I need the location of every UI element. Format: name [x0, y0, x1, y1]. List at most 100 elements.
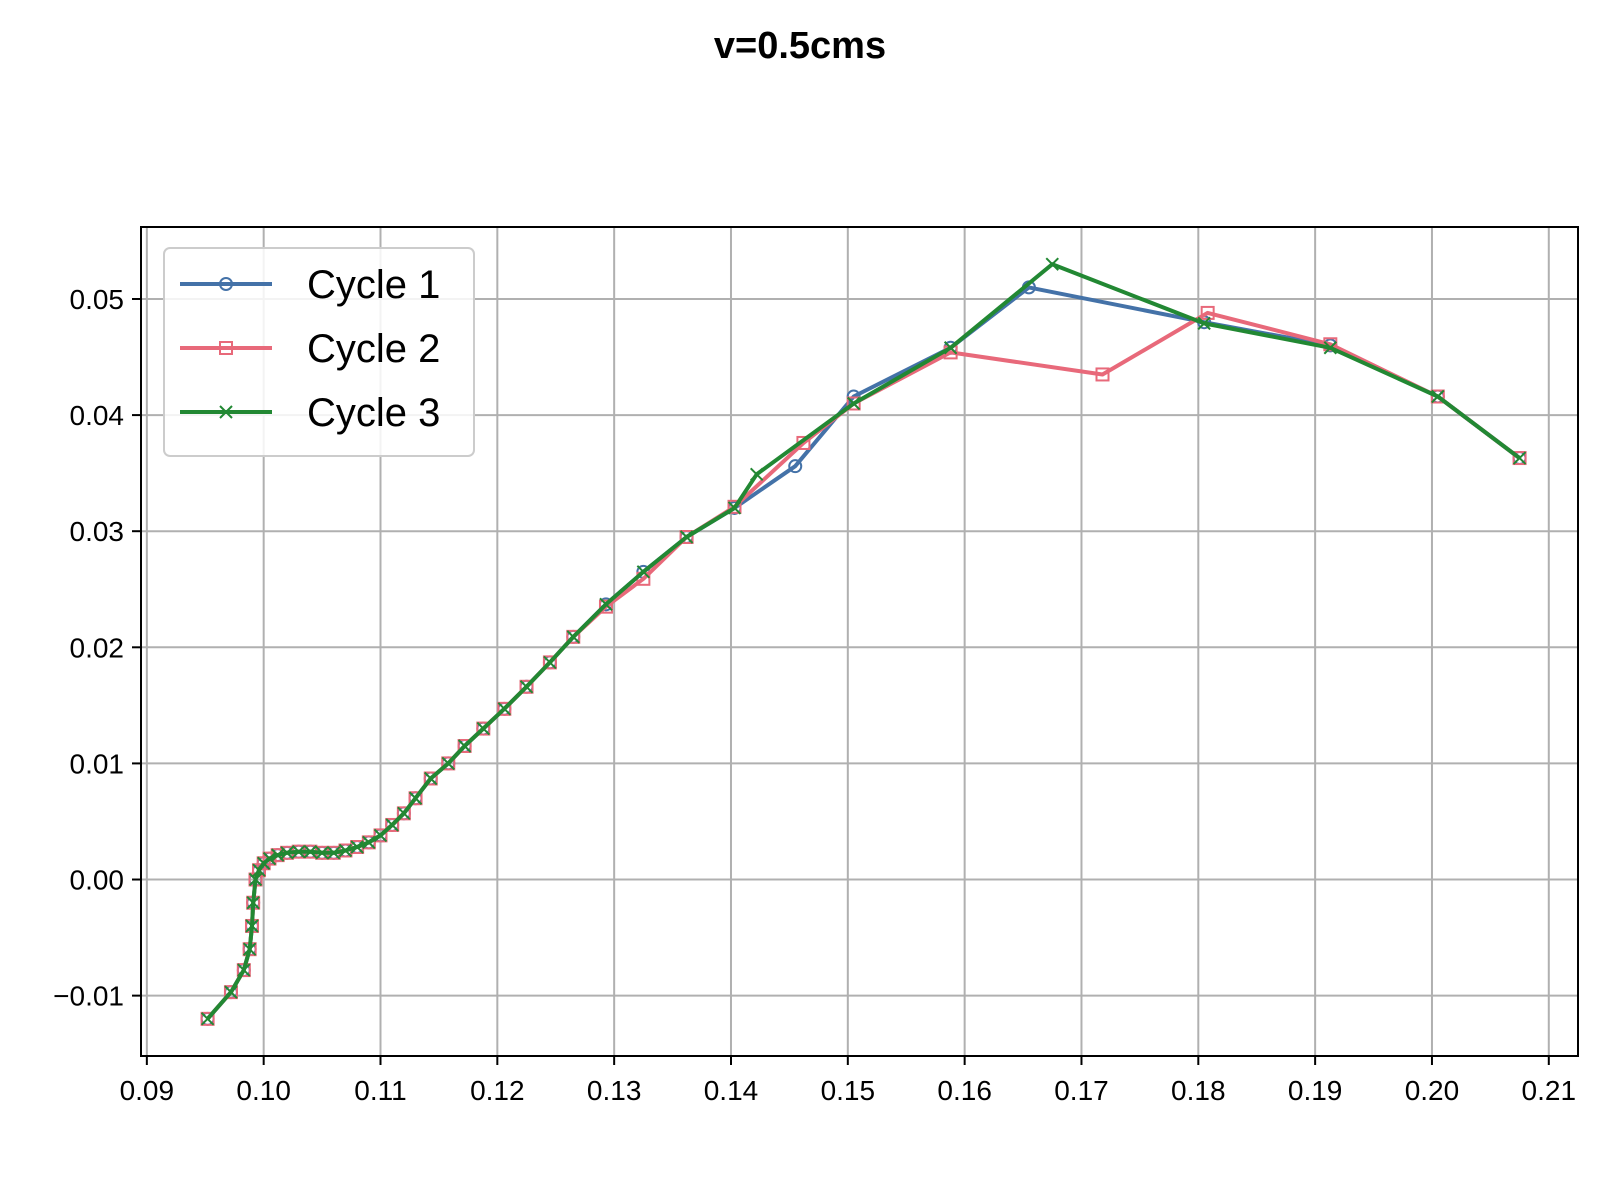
cycle-3-point [543, 655, 557, 670]
cycle-3-point [237, 963, 251, 977]
y-tick-label: 0.04 [70, 400, 125, 431]
cycle-3-point [385, 818, 399, 832]
cycle-3-point [262, 851, 277, 866]
cycle-2-point [396, 806, 411, 821]
cycle-2-point [441, 756, 456, 771]
cycle-3-point [224, 985, 238, 999]
legend-label-cycle-2: Cycle 2 [307, 327, 440, 371]
x-tick-label: 0.10 [236, 1075, 291, 1106]
series-layer [200, 257, 1527, 1026]
cycle-3-point [497, 702, 512, 716]
cycle-3-point [242, 942, 257, 956]
x-tick-label: 0.12 [470, 1075, 525, 1106]
cycle-2-point [373, 828, 388, 843]
cycle-3-point [636, 565, 651, 579]
cycle-2-point [457, 738, 472, 753]
x-tick-label: 0.17 [1054, 1075, 1109, 1106]
cycle-3-point [350, 840, 364, 854]
cycle-2-point [542, 655, 557, 670]
cycle-3-point [1323, 341, 1338, 355]
legend-item-cycle-3: Cycle 3 [180, 391, 440, 435]
cycle-2-point [566, 629, 581, 644]
y-tick-label: 0.03 [70, 516, 125, 547]
cycle-1-point [788, 459, 803, 474]
legend: Cycle 1 Cycle 2 Cycle 3 [163, 247, 475, 457]
cycle-3-point [1197, 316, 1211, 331]
cycle-2-point [200, 1011, 215, 1026]
legend-marker-cycle-2 [219, 341, 233, 355]
cycle-2-point [223, 985, 238, 1000]
cycle-3-point [397, 806, 411, 821]
cycle-3-point [292, 844, 306, 859]
cycle-3-point [245, 919, 259, 933]
cycle-3-point [476, 721, 491, 736]
cycle-3-point [457, 739, 472, 753]
x-tick-label: 0.20 [1405, 1075, 1460, 1106]
x-tick-label: 0.21 [1522, 1075, 1577, 1106]
cycle-3-point [599, 597, 613, 612]
y-tick-label: 0.00 [70, 865, 125, 896]
cycle-3-point [200, 1012, 215, 1026]
plot-frame [140, 226, 1579, 1057]
cycle-2-point [679, 530, 694, 545]
x-tick-label: 0.11 [354, 1075, 406, 1106]
cycle-2-point [476, 721, 491, 736]
cycle-3-point [1045, 257, 1059, 271]
cycle-3-point [373, 828, 388, 843]
x-tick-label: 0.09 [120, 1075, 175, 1106]
cycle-2-point [846, 396, 861, 411]
cycle-3-point [1431, 389, 1445, 404]
y-tick-label: −0.01 [53, 981, 124, 1012]
y-tick-label: 0.05 [70, 284, 125, 315]
legend-item-cycle-2: Cycle 2 [180, 327, 440, 371]
series-cycle-3 [200, 257, 1527, 1026]
x-tick-label: 0.13 [587, 1075, 642, 1106]
cycle-3-point [727, 501, 742, 515]
cycle-3-point [315, 846, 329, 860]
cycle-2-point [1512, 451, 1527, 466]
cycle-2-point [408, 791, 423, 806]
cycle-3-point [338, 843, 353, 858]
cycle-3-point [679, 530, 694, 544]
x-tick-label: 0.14 [704, 1075, 759, 1106]
cycle-2-point [1323, 337, 1338, 352]
legend-label-cycle-1: Cycle 1 [307, 263, 440, 307]
x-tick-label: 0.16 [937, 1075, 992, 1106]
x-tick-label: 0.18 [1171, 1075, 1226, 1106]
cycle-2-point [385, 817, 400, 832]
legend-marker-cycle-1 [219, 277, 233, 291]
cycle-3-point [280, 846, 294, 860]
cycle-3-point [1512, 451, 1527, 465]
cycle-3-point [327, 846, 341, 860]
cycle-3-point [246, 896, 260, 910]
y-tick-label: 0.02 [70, 632, 125, 663]
legend-item-cycle-1: Cycle 1 [180, 263, 440, 307]
cycle-3-point [303, 844, 318, 859]
cycle-2-point [1095, 367, 1110, 382]
y-tick-label: 0.01 [70, 748, 125, 779]
cycle-3-point [566, 630, 580, 644]
cycle-3-point [248, 872, 263, 887]
cycle-2-point [519, 679, 534, 694]
x-tick-label: 0.15 [821, 1075, 876, 1106]
cycle-2-point [423, 771, 438, 786]
cycle-3-point [519, 680, 534, 694]
cycle-2-point [1430, 389, 1445, 404]
cycle-3-point [846, 396, 861, 411]
cycle-3-point [424, 771, 438, 786]
chart-title: v=0.5cms [714, 25, 886, 67]
cycle-3-point [408, 791, 423, 805]
cycle-3-point [441, 756, 455, 771]
cycle-2-point [727, 499, 742, 514]
cycle-2-point [497, 701, 512, 716]
axes: 0.09 0.10 0.11 0.12 0.13 0.14 0.15 0.16 0.17 0.18… [53, 284, 1576, 1106]
cycle-3-point [362, 835, 376, 850]
legend-marker-cycle-3 [219, 405, 233, 419]
cycle-3-point [749, 467, 764, 482]
x-tick-label: 0.19 [1288, 1075, 1343, 1106]
cycle-2-point [598, 599, 613, 614]
legend-label-cycle-3: Cycle 3 [307, 391, 440, 435]
cycle-3-point [943, 341, 958, 355]
